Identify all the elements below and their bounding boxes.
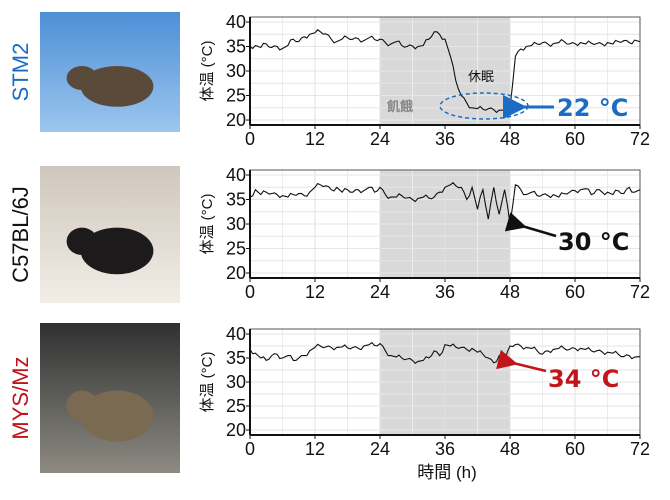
- y-tick-label: 20: [226, 263, 246, 283]
- strain-label: MYS/Mz: [8, 356, 33, 439]
- body-temperature-series: [249, 182, 641, 225]
- min-temp-annotation: 22 °C: [557, 94, 628, 122]
- x-tick-label: 12: [305, 282, 325, 302]
- body-temperature-series: [249, 341, 641, 365]
- mouse-head-icon: [66, 66, 98, 90]
- x-tick-label: 60: [565, 439, 585, 459]
- x-tick-label: 36: [435, 282, 455, 302]
- torpor-label: 休眠: [468, 69, 494, 84]
- strain-label: STM2: [8, 43, 33, 102]
- x-tick-label: 0: [245, 439, 255, 459]
- x-tick-label: 36: [435, 439, 455, 459]
- y-tick-label: 25: [226, 396, 246, 416]
- x-axis-label: 時間 (h): [417, 463, 477, 482]
- chart-panel-0: STM2 0 12 24 36 48 60 72 20 25 30 35 40 体温 (°C) 飢餓 休眠 22…: [8, 12, 650, 149]
- x-tick-label: 0: [245, 282, 255, 302]
- y-tick-label: 25: [226, 86, 246, 106]
- x-tick-label: 24: [370, 129, 390, 149]
- mouse-body-icon: [80, 66, 154, 107]
- strain-label: C57BL/6J: [8, 186, 33, 283]
- chart-panel-2: MYS/Mz 0 12 24 36 48 60 72 20 25 30 35 40 体温 (°C) 34 °…: [8, 323, 650, 473]
- y-tick-label: 35: [226, 37, 246, 57]
- x-tick-label: 36: [435, 129, 455, 149]
- y-tick-label: 25: [226, 239, 246, 259]
- arrow-icon: [496, 349, 547, 373]
- mouse-body-icon: [80, 227, 154, 275]
- x-tick-label: 72: [630, 129, 650, 149]
- y-tick-label: 30: [226, 61, 246, 81]
- y-tick-label: 30: [226, 214, 246, 234]
- y-axis-label: 体温 (°C): [199, 352, 216, 413]
- min-temp-annotation: 34 °C: [548, 365, 619, 393]
- mouse-head-icon: [66, 390, 98, 421]
- x-tick-label: 12: [305, 129, 325, 149]
- x-tick-label: 72: [630, 282, 650, 302]
- y-tick-label: 40: [226, 324, 246, 344]
- mouse-body-icon: [80, 390, 154, 442]
- x-tick-label: 48: [500, 129, 520, 149]
- y-tick-label: 40: [226, 12, 246, 32]
- y-tick-label: 35: [226, 348, 246, 368]
- y-axis-label: 体温 (°C): [199, 194, 216, 255]
- y-axis-label: 体温 (°C): [199, 41, 216, 102]
- starvation-label: 飢餓: [386, 99, 413, 114]
- x-tick-label: 48: [500, 282, 520, 302]
- x-tick-label: 0: [245, 129, 255, 149]
- y-tick-label: 30: [226, 372, 246, 392]
- x-tick-label: 72: [630, 439, 650, 459]
- chart-panel-1: C57BL/6J 0 12 24 36 48 60 72 20 25 30 35 40 体温 (°C) 30…: [8, 165, 650, 303]
- y-tick-label: 20: [226, 110, 246, 130]
- x-tick-label: 48: [500, 439, 520, 459]
- min-temp-annotation: 30 °C: [558, 228, 629, 256]
- x-tick-label: 60: [565, 282, 585, 302]
- x-tick-label: 24: [370, 282, 390, 302]
- body-temperature-series: [249, 29, 641, 114]
- y-tick-label: 20: [226, 420, 246, 440]
- mouse-head-icon: [66, 227, 98, 256]
- x-tick-label: 12: [305, 439, 325, 459]
- x-tick-label: 60: [565, 129, 585, 149]
- arrow-icon: [504, 212, 557, 238]
- y-tick-label: 40: [226, 165, 246, 185]
- y-tick-label: 35: [226, 190, 246, 210]
- x-tick-label: 24: [370, 439, 390, 459]
